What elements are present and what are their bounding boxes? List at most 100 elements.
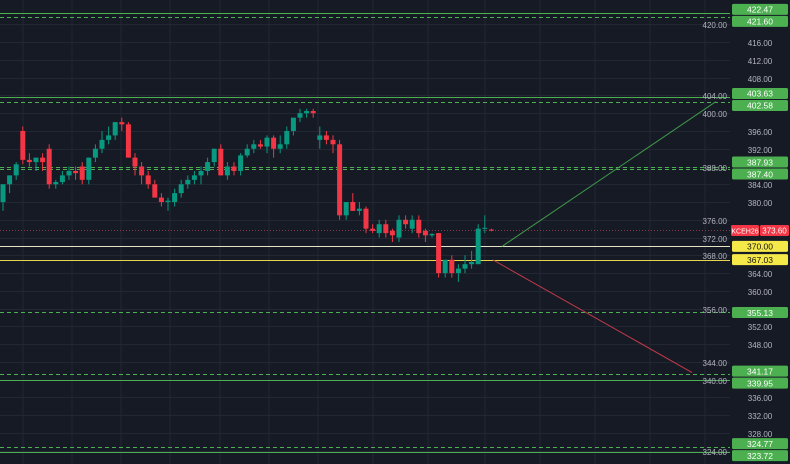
symbol-label: KCEH26 (731, 228, 758, 235)
candle-up (59, 175, 65, 183)
candle-up (356, 208, 362, 211)
candle-down (403, 219, 409, 225)
candle-up (238, 155, 244, 171)
candle-down (449, 259, 455, 274)
last-price-badge (760, 224, 789, 236)
price-level-label: 403.63 (747, 89, 773, 99)
y-tick-label: 328.00 (748, 430, 773, 439)
candle-up (191, 175, 197, 180)
price-level-label: 387.40 (747, 169, 773, 179)
price-level-badge (732, 306, 788, 318)
candle-down (73, 170, 79, 174)
price-level-badge (732, 15, 788, 27)
candle-up (224, 166, 230, 176)
candle-up (376, 224, 382, 234)
trend-lines (492, 101, 717, 373)
candle-down (271, 137, 277, 149)
y-tick-label: 396.00 (748, 128, 773, 137)
candle-down (389, 230, 395, 236)
y-tick-label: 332.00 (748, 412, 773, 421)
candle-up (297, 113, 303, 118)
y-tick-label: 324.00 (703, 448, 728, 457)
price-level-label: 370.00 (747, 242, 773, 252)
price-level-badge (732, 3, 788, 15)
candle-down (139, 166, 145, 176)
candle-down (158, 197, 164, 203)
price-level-label: 387.93 (747, 157, 773, 167)
candle-down (257, 144, 263, 147)
y-tick-label: 392.00 (748, 146, 773, 155)
y-tick-label: 364.00 (748, 270, 773, 279)
candle-up (172, 193, 178, 203)
candle-up (66, 170, 72, 176)
candle-up (7, 175, 13, 185)
candle-up (178, 184, 184, 194)
price-axis[interactable]: 420.00 416.00 412.00 408.00 404.00 400.00 396.… (703, 21, 773, 457)
candle-up (86, 157, 92, 180)
candle-up (277, 144, 283, 149)
price-level-badge (732, 377, 788, 389)
candle-up (53, 182, 59, 185)
y-tick-label: 384.00 (748, 181, 773, 190)
candle-up (33, 157, 39, 163)
y-tick-label: 380.00 (748, 199, 773, 208)
candle-down (310, 111, 316, 114)
y-tick-label: 352.00 (748, 323, 773, 332)
price-level-label: 341.17 (747, 366, 773, 376)
candle-down (40, 157, 46, 163)
price-level-badge (732, 168, 788, 180)
candle-up (469, 261, 475, 265)
candles (0, 108, 494, 282)
candle-down (363, 208, 369, 229)
candle-down (231, 166, 237, 171)
y-tick-label: 340.00 (703, 377, 728, 386)
trend-line-red[interactable] (492, 259, 693, 373)
price-level-label: 367.03 (747, 255, 773, 265)
candle-down (488, 229, 494, 231)
price-level-badge (732, 450, 788, 462)
y-tick-label: 372.00 (703, 235, 728, 244)
price-level-badge (732, 99, 788, 111)
y-tick-label: 412.00 (748, 57, 773, 66)
candle-up (112, 122, 118, 136)
y-tick-label: 388.00 (703, 164, 728, 173)
trend-line-green[interactable] (501, 101, 717, 247)
candle-down (337, 144, 343, 216)
price-badges: 422.47 421.60 403.63 402.58 387.93 387.40 KCEH… (731, 3, 789, 462)
candle-down (416, 219, 422, 234)
candle-up (317, 135, 323, 140)
y-tick-label: 420.00 (703, 21, 728, 30)
y-tick-label: 360.00 (748, 288, 773, 297)
candle-down (26, 159, 32, 163)
candle-up (211, 148, 217, 163)
y-tick-label: 356.00 (703, 306, 728, 315)
y-tick-label: 404.00 (703, 92, 728, 101)
candle-down (383, 224, 389, 234)
candle-up (462, 264, 468, 269)
y-tick-label: 336.00 (748, 394, 773, 403)
y-tick-label: 400.00 (703, 110, 728, 119)
candle-down (145, 175, 151, 185)
candle-down (370, 228, 376, 231)
candle-down (79, 166, 85, 180)
candle-up (475, 228, 481, 265)
y-tick-label: 408.00 (748, 75, 773, 84)
candle-down (422, 230, 428, 236)
candle-down (152, 184, 158, 198)
candle-down (350, 202, 356, 211)
candle-up (0, 184, 6, 203)
y-tick-label: 348.00 (748, 341, 773, 350)
candle-up (429, 233, 435, 236)
candle-down (119, 122, 125, 125)
candle-up (13, 164, 19, 176)
price-level-label: 421.60 (747, 17, 773, 27)
candle-up (165, 200, 171, 203)
candle-up (205, 162, 211, 171)
price-level-badge (732, 156, 788, 168)
y-tick-label: 416.00 (748, 39, 773, 48)
price-level-badge (732, 87, 788, 99)
candle-up (198, 170, 204, 176)
candle-up (343, 202, 349, 216)
